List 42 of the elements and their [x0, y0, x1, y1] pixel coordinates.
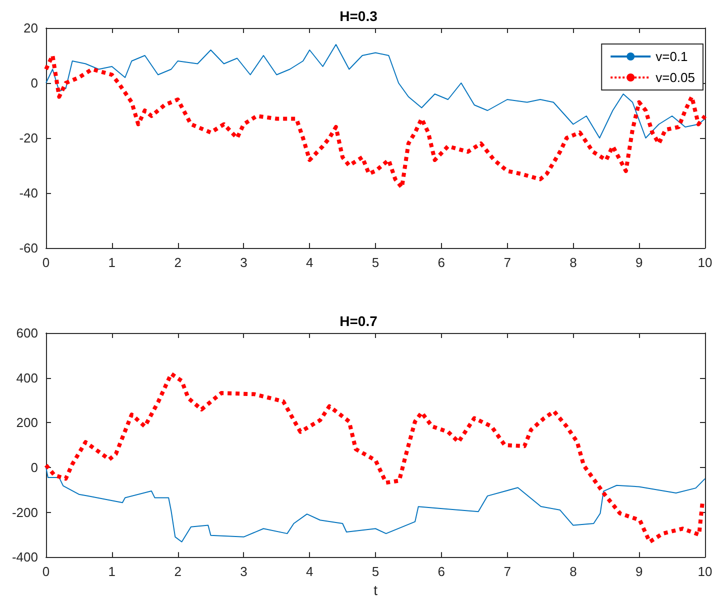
x-tick-label: 1: [108, 564, 116, 580]
x-tick-label: 9: [635, 564, 643, 580]
x-tick-label: 2: [174, 564, 182, 580]
line-series: [46, 44, 706, 138]
line-series: [44, 372, 704, 544]
y-tick-label: -400: [12, 550, 38, 565]
x-tick-label: 4: [306, 564, 314, 580]
x-tick-label: 6: [438, 255, 446, 270]
chart-title: H=0.7: [340, 313, 378, 329]
y-tick-label: 0: [30, 76, 38, 90]
x-tick-label: 0: [42, 564, 50, 580]
y-tick-label: -200: [12, 504, 38, 520]
line-series: [44, 54, 707, 190]
x-tick-label: 4: [306, 255, 314, 270]
legend-label: v=0.05: [656, 70, 696, 85]
y-tick-label: -20: [19, 130, 38, 146]
x-tick-label: 8: [570, 564, 577, 580]
x-axis-title: t: [374, 582, 378, 598]
line-series: [46, 466, 706, 542]
chart-title: H=0.3: [340, 8, 378, 24]
y-tick-label: -60: [19, 240, 38, 256]
y-tick-label: 0: [30, 460, 38, 475]
y-tick-label: -40: [19, 186, 38, 200]
x-tick-label: 2: [174, 255, 182, 270]
y-tick-label: 200: [16, 415, 38, 430]
y-tick-label: 20: [24, 20, 38, 36]
x-tick-label: 3: [240, 255, 248, 270]
x-tick-label: 0: [42, 255, 50, 270]
x-tick-label: 8: [570, 255, 577, 270]
y-tick-label: 600: [16, 326, 38, 340]
x-tick-label: 5: [372, 564, 380, 580]
x-tick-label: 10: [698, 564, 712, 580]
x-tick-label: 7: [504, 564, 511, 580]
x-tick-label: 10: [698, 255, 712, 270]
y-tick-label: 400: [16, 370, 38, 386]
x-tick-label: 5: [372, 255, 380, 270]
legend-label: v=0.1: [656, 49, 688, 64]
x-tick-label: 3: [240, 564, 248, 580]
x-tick-label: 9: [635, 255, 643, 270]
x-tick-label: 6: [438, 564, 446, 580]
x-tick-label: 7: [504, 255, 511, 270]
x-tick-label: 1: [108, 255, 116, 270]
